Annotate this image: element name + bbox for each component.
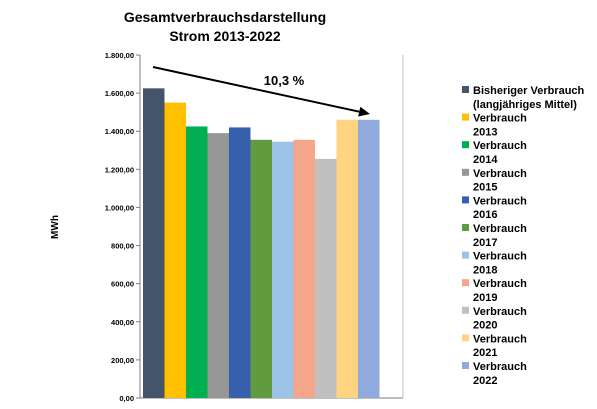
bar	[186, 126, 208, 398]
legend: Bisheriger Verbrauch (langjähriges Mittel…	[462, 85, 585, 387]
legend-label: Verbrauch	[473, 195, 527, 207]
legend-swatch	[462, 141, 469, 149]
y-tick-label: 1.600,00	[105, 89, 134, 98]
legend-label: Verbrauch	[473, 361, 527, 373]
legend-label: 2018	[473, 264, 497, 276]
legend-label: 2016	[473, 209, 497, 221]
bar	[164, 102, 186, 398]
y-tick-label: 800,00	[111, 242, 134, 251]
y-tick-label: 1.200,00	[105, 165, 134, 174]
legend-label: Verbrauch	[473, 223, 527, 235]
chart-title-line-1: Gesamtverbrauchsdarstellung	[124, 9, 326, 25]
trend-arrow-head	[358, 106, 370, 117]
bar	[229, 127, 251, 399]
legend-label: Verbrauch	[473, 333, 527, 345]
legend-label: 2013	[473, 126, 497, 138]
legend-swatch	[462, 334, 469, 342]
legend-label: Verbrauch	[473, 140, 527, 152]
bar	[207, 133, 229, 398]
legend-label: Verbrauch	[473, 113, 527, 125]
legend-swatch	[462, 168, 469, 176]
legend-swatch	[462, 306, 469, 314]
y-tick-label: 600,00	[111, 280, 134, 289]
bar	[250, 139, 272, 398]
legend-label: Verbrauch	[473, 306, 527, 318]
bar	[272, 141, 294, 399]
legend-swatch	[462, 362, 469, 369]
y-tick-label: 1.400,00	[105, 127, 134, 136]
bar	[358, 119, 380, 399]
legend-label: 2022	[473, 375, 497, 387]
legend-label: 2020	[473, 320, 497, 332]
legend-label: Verbrauch	[473, 251, 527, 263]
bar	[143, 88, 165, 398]
legend-label: 2021	[473, 347, 497, 359]
legend-label: 2017	[473, 237, 497, 249]
legend-label: Verbrauch	[473, 168, 527, 180]
y-axis-title: MWh	[50, 215, 61, 239]
legend-swatch	[462, 251, 469, 259]
y-tick-label: 1.800,00	[105, 51, 134, 60]
y-tick-label: 400,00	[111, 318, 134, 327]
legend-label: 2015	[473, 182, 497, 194]
bar	[315, 158, 337, 398]
legend-label: (langjähriges Mittel)	[473, 99, 577, 111]
y-tick-label: 1.000,00	[105, 203, 134, 212]
bar	[336, 119, 358, 399]
legend-swatch	[462, 113, 469, 121]
legend-swatch	[462, 224, 469, 231]
trend-arrow-line	[152, 66, 360, 113]
plot-area: 0,00 200,00 400,00 600,00 800,00 1.000,00 1.20…	[105, 51, 404, 403]
bar	[293, 139, 315, 398]
legend-swatch	[462, 86, 469, 93]
legend-label: 2014	[473, 154, 498, 166]
trend-label: 10,3 %	[264, 73, 305, 88]
y-tick-label: 200,00	[111, 356, 134, 365]
y-tick-label: 0,00	[119, 394, 134, 403]
legend-label: Verbrauch	[473, 278, 527, 290]
legend-swatch	[462, 279, 469, 287]
legend-swatch	[462, 196, 469, 204]
legend-label: Bisheriger Verbrauch	[473, 85, 585, 97]
chart-title-line-2: Strom 2013-2022	[169, 28, 281, 44]
legend-label: 2019	[473, 292, 497, 304]
